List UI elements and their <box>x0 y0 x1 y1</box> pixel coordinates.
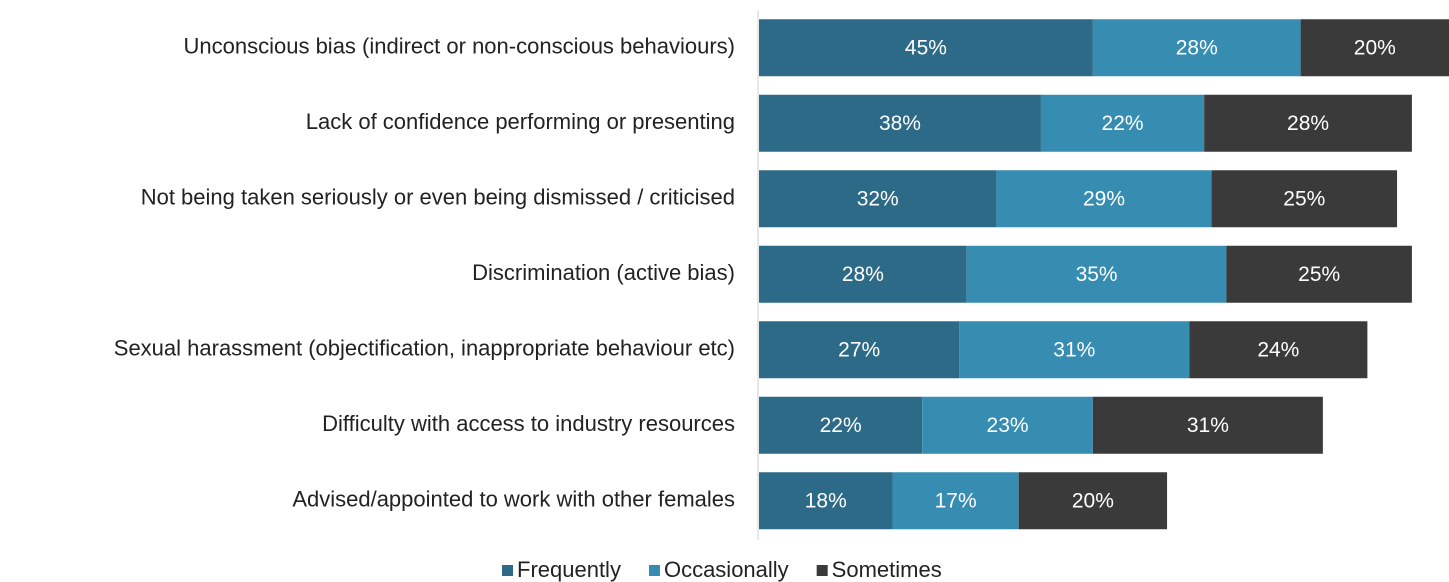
category-label: Sexual harassment (objectification, inap… <box>114 336 735 361</box>
category-label: Unconscious bias (indirect or non-consci… <box>184 34 736 59</box>
bar-segment <box>996 170 1212 228</box>
legend-swatch <box>502 565 513 576</box>
value-label: 24% <box>1257 338 1299 361</box>
value-label: 23% <box>987 414 1029 437</box>
legend-label: Sometimes <box>832 557 942 582</box>
bar-segment <box>959 321 1190 379</box>
bar-segment <box>759 245 967 303</box>
bar-segment <box>1300 19 1449 77</box>
value-label: 32% <box>857 187 899 210</box>
value-label: 25% <box>1283 187 1325 210</box>
legend-swatch <box>816 565 828 576</box>
value-label: 20% <box>1072 489 1114 512</box>
bar-segment <box>1040 94 1205 152</box>
bar-segment <box>759 396 923 454</box>
bar-segment <box>1092 19 1301 77</box>
value-label: 31% <box>1187 414 1229 437</box>
bar-segment <box>759 472 893 530</box>
value-label: 20% <box>1354 36 1396 59</box>
value-label: 17% <box>935 489 977 512</box>
category-label: Not being taken seriously or even being … <box>141 185 735 210</box>
value-label: 22% <box>820 414 862 437</box>
value-label: 31% <box>1053 338 1095 361</box>
category-label: Difficulty with access to industry resou… <box>322 411 735 436</box>
bar-segment <box>759 321 960 379</box>
value-label: 18% <box>805 489 847 512</box>
bar-segment <box>1092 396 1323 454</box>
category-label: Discrimination (active bias) <box>472 260 735 285</box>
value-label: 28% <box>1176 36 1218 59</box>
value-label: 25% <box>1298 263 1340 286</box>
bar-segment <box>759 94 1041 152</box>
bar-segment <box>1204 94 1412 152</box>
legend-swatch <box>648 565 660 576</box>
bar-segment <box>1189 321 1368 379</box>
bar-segment <box>966 245 1227 303</box>
bar-segment <box>1018 472 1168 530</box>
value-label: 22% <box>1102 112 1144 135</box>
value-label: 45% <box>905 36 947 59</box>
bar-segment <box>1211 170 1398 228</box>
value-label: 35% <box>1076 263 1118 286</box>
legend-label: Frequently <box>517 557 621 582</box>
legend-label: Occasionally <box>664 557 789 582</box>
bar-segment <box>892 472 1019 530</box>
value-label: 38% <box>879 112 921 135</box>
bar-segment <box>759 19 1093 77</box>
bar-segment <box>759 170 997 228</box>
value-label: 28% <box>1287 112 1329 135</box>
bar-segment <box>922 396 1093 454</box>
bar-segment <box>1226 245 1412 303</box>
value-label: 29% <box>1083 187 1125 210</box>
category-label: Lack of confidence performing or present… <box>306 109 735 134</box>
value-label: 28% <box>842 263 884 286</box>
value-label: 27% <box>838 338 880 361</box>
category-label: Advised/appointed to work with other fem… <box>292 487 735 512</box>
